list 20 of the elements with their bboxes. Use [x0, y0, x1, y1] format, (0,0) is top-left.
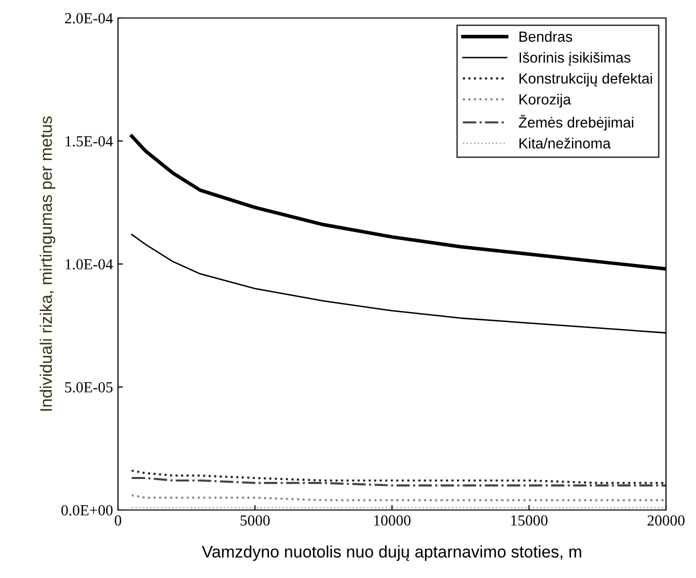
x-tick-label: 15000: [511, 515, 548, 526]
y-tick-label: 1.5E-04: [66, 136, 113, 147]
legend-label: Bendras: [520, 31, 572, 42]
x-axis-title: Vamzdyno nuotolis nuo dujų aptarnavimo stoties, m: [202, 545, 582, 561]
y-axis-title: Individuali rizika, mirtingumas per metus: [40, 116, 56, 411]
y-tick-label: 0.0E+00: [61, 505, 113, 516]
legend-label: Korozija: [520, 94, 572, 108]
line-series: [130, 476, 666, 486]
line-series: [130, 470, 666, 484]
legend-label: Konstrukcijų defektai: [520, 72, 652, 87]
legend-label: Išorinis įsikišimas: [520, 52, 630, 66]
legend-label: Kita/nežinoma: [520, 138, 611, 149]
x-tick-label: 20000: [648, 515, 685, 526]
x-tick-label: 5000: [240, 515, 270, 526]
x-tick-label: 0: [114, 515, 122, 526]
x-tick-label: 10000: [374, 515, 411, 526]
legend-label: Žemės drebėjimai: [518, 114, 634, 131]
y-tick-label: 2.0E-04: [65, 13, 113, 24]
y-tick-label: 1.0E-04: [66, 259, 113, 270]
y-tick-label: 5.0E-05: [65, 382, 113, 393]
